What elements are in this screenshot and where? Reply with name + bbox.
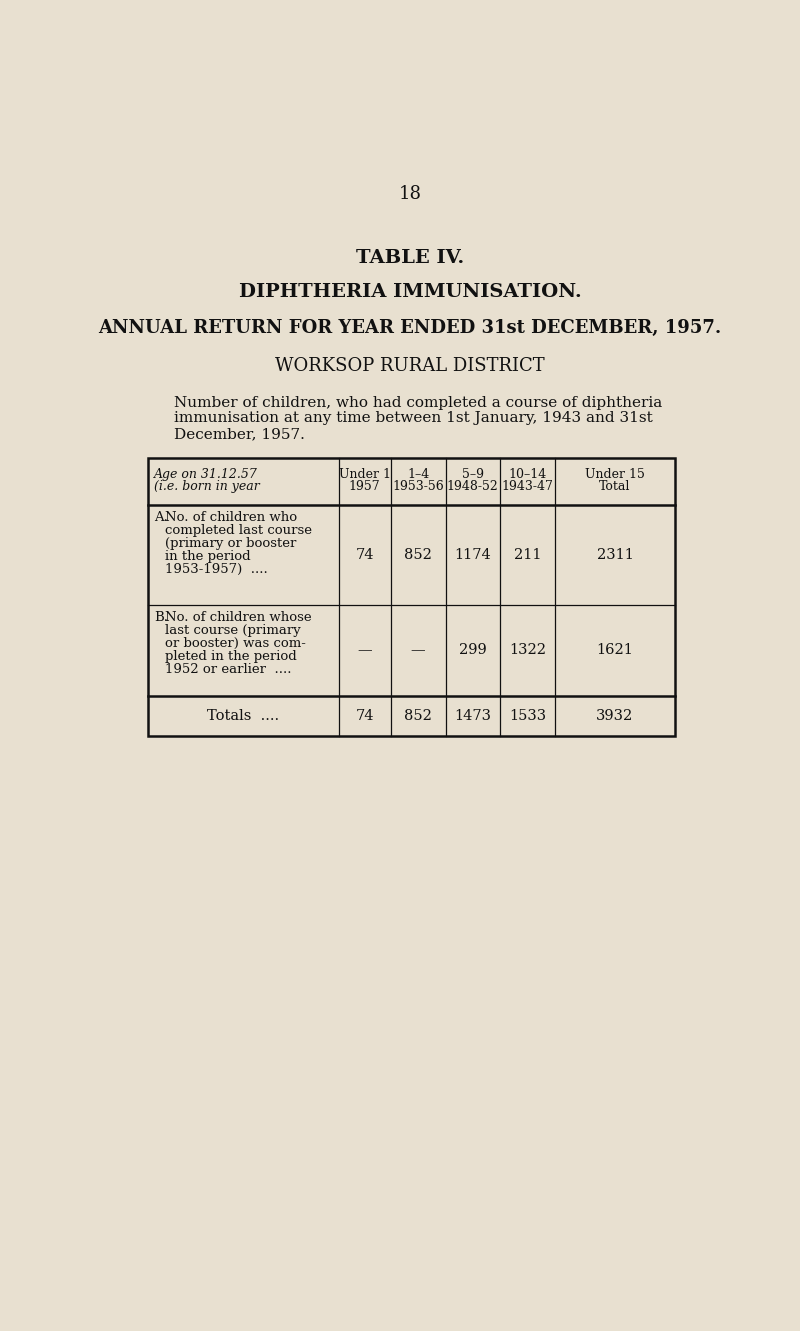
Text: B.: B. <box>154 611 168 624</box>
Text: 211: 211 <box>514 548 541 562</box>
Text: (i.e. born in year: (i.e. born in year <box>154 480 260 492</box>
Text: December, 1957.: December, 1957. <box>174 427 305 441</box>
Text: or booster) was com-: or booster) was com- <box>165 638 306 650</box>
Text: 1957: 1957 <box>349 480 381 492</box>
Text: 18: 18 <box>398 185 422 204</box>
Text: 1621: 1621 <box>597 643 634 658</box>
Text: 1952 or earlier  ....: 1952 or earlier .... <box>165 663 292 676</box>
Text: Under 15: Under 15 <box>585 467 645 480</box>
Text: Total: Total <box>599 480 630 492</box>
Text: 852: 852 <box>404 708 432 723</box>
Text: 852: 852 <box>404 548 432 562</box>
Text: —: — <box>358 643 372 658</box>
Text: 299: 299 <box>459 643 486 658</box>
Text: completed last course: completed last course <box>165 524 312 536</box>
Text: A.: A. <box>154 511 168 524</box>
Text: WORKSOP RURAL DISTRICT: WORKSOP RURAL DISTRICT <box>275 357 545 375</box>
Text: Under 1: Under 1 <box>338 467 390 480</box>
Bar <box>148 458 675 736</box>
Text: 3932: 3932 <box>596 708 634 723</box>
Text: 10–14: 10–14 <box>508 467 546 480</box>
Text: No. of children who: No. of children who <box>165 511 298 524</box>
Text: pleted in the period: pleted in the period <box>165 651 297 663</box>
Text: immunisation at any time between 1st January, 1943 and 31st: immunisation at any time between 1st Jan… <box>174 411 652 426</box>
Text: 5–9: 5–9 <box>462 467 484 480</box>
Text: DIPHTHERIA IMMUNISATION.: DIPHTHERIA IMMUNISATION. <box>238 284 582 301</box>
Text: 74: 74 <box>355 708 374 723</box>
Text: 1473: 1473 <box>454 708 491 723</box>
Text: ANNUAL RETURN FOR YEAR ENDED 31st DECEMBER, 1957.: ANNUAL RETURN FOR YEAR ENDED 31st DECEMB… <box>98 318 722 337</box>
Text: 1533: 1533 <box>509 708 546 723</box>
Text: 2311: 2311 <box>597 548 634 562</box>
Text: 1953-1957)  ....: 1953-1957) .... <box>165 563 268 576</box>
Text: in the period: in the period <box>165 550 250 563</box>
Text: 1948-52: 1948-52 <box>447 480 498 492</box>
Text: 1322: 1322 <box>509 643 546 658</box>
Text: No. of children whose: No. of children whose <box>165 611 312 624</box>
Text: —: — <box>411 643 426 658</box>
Text: (primary or booster: (primary or booster <box>165 536 297 550</box>
Text: Totals  ....: Totals .... <box>207 708 279 723</box>
Text: 1174: 1174 <box>454 548 491 562</box>
Text: 1–4: 1–4 <box>407 467 430 480</box>
Text: TABLE IV.: TABLE IV. <box>356 249 464 268</box>
Text: 1943-47: 1943-47 <box>502 480 554 492</box>
Text: Age on 31.12.57: Age on 31.12.57 <box>154 467 258 480</box>
Text: 1953-56: 1953-56 <box>392 480 444 492</box>
Text: 74: 74 <box>355 548 374 562</box>
Text: last course (primary: last course (primary <box>165 624 301 638</box>
Text: Number of children, who had completed a course of diphtheria: Number of children, who had completed a … <box>174 397 662 410</box>
